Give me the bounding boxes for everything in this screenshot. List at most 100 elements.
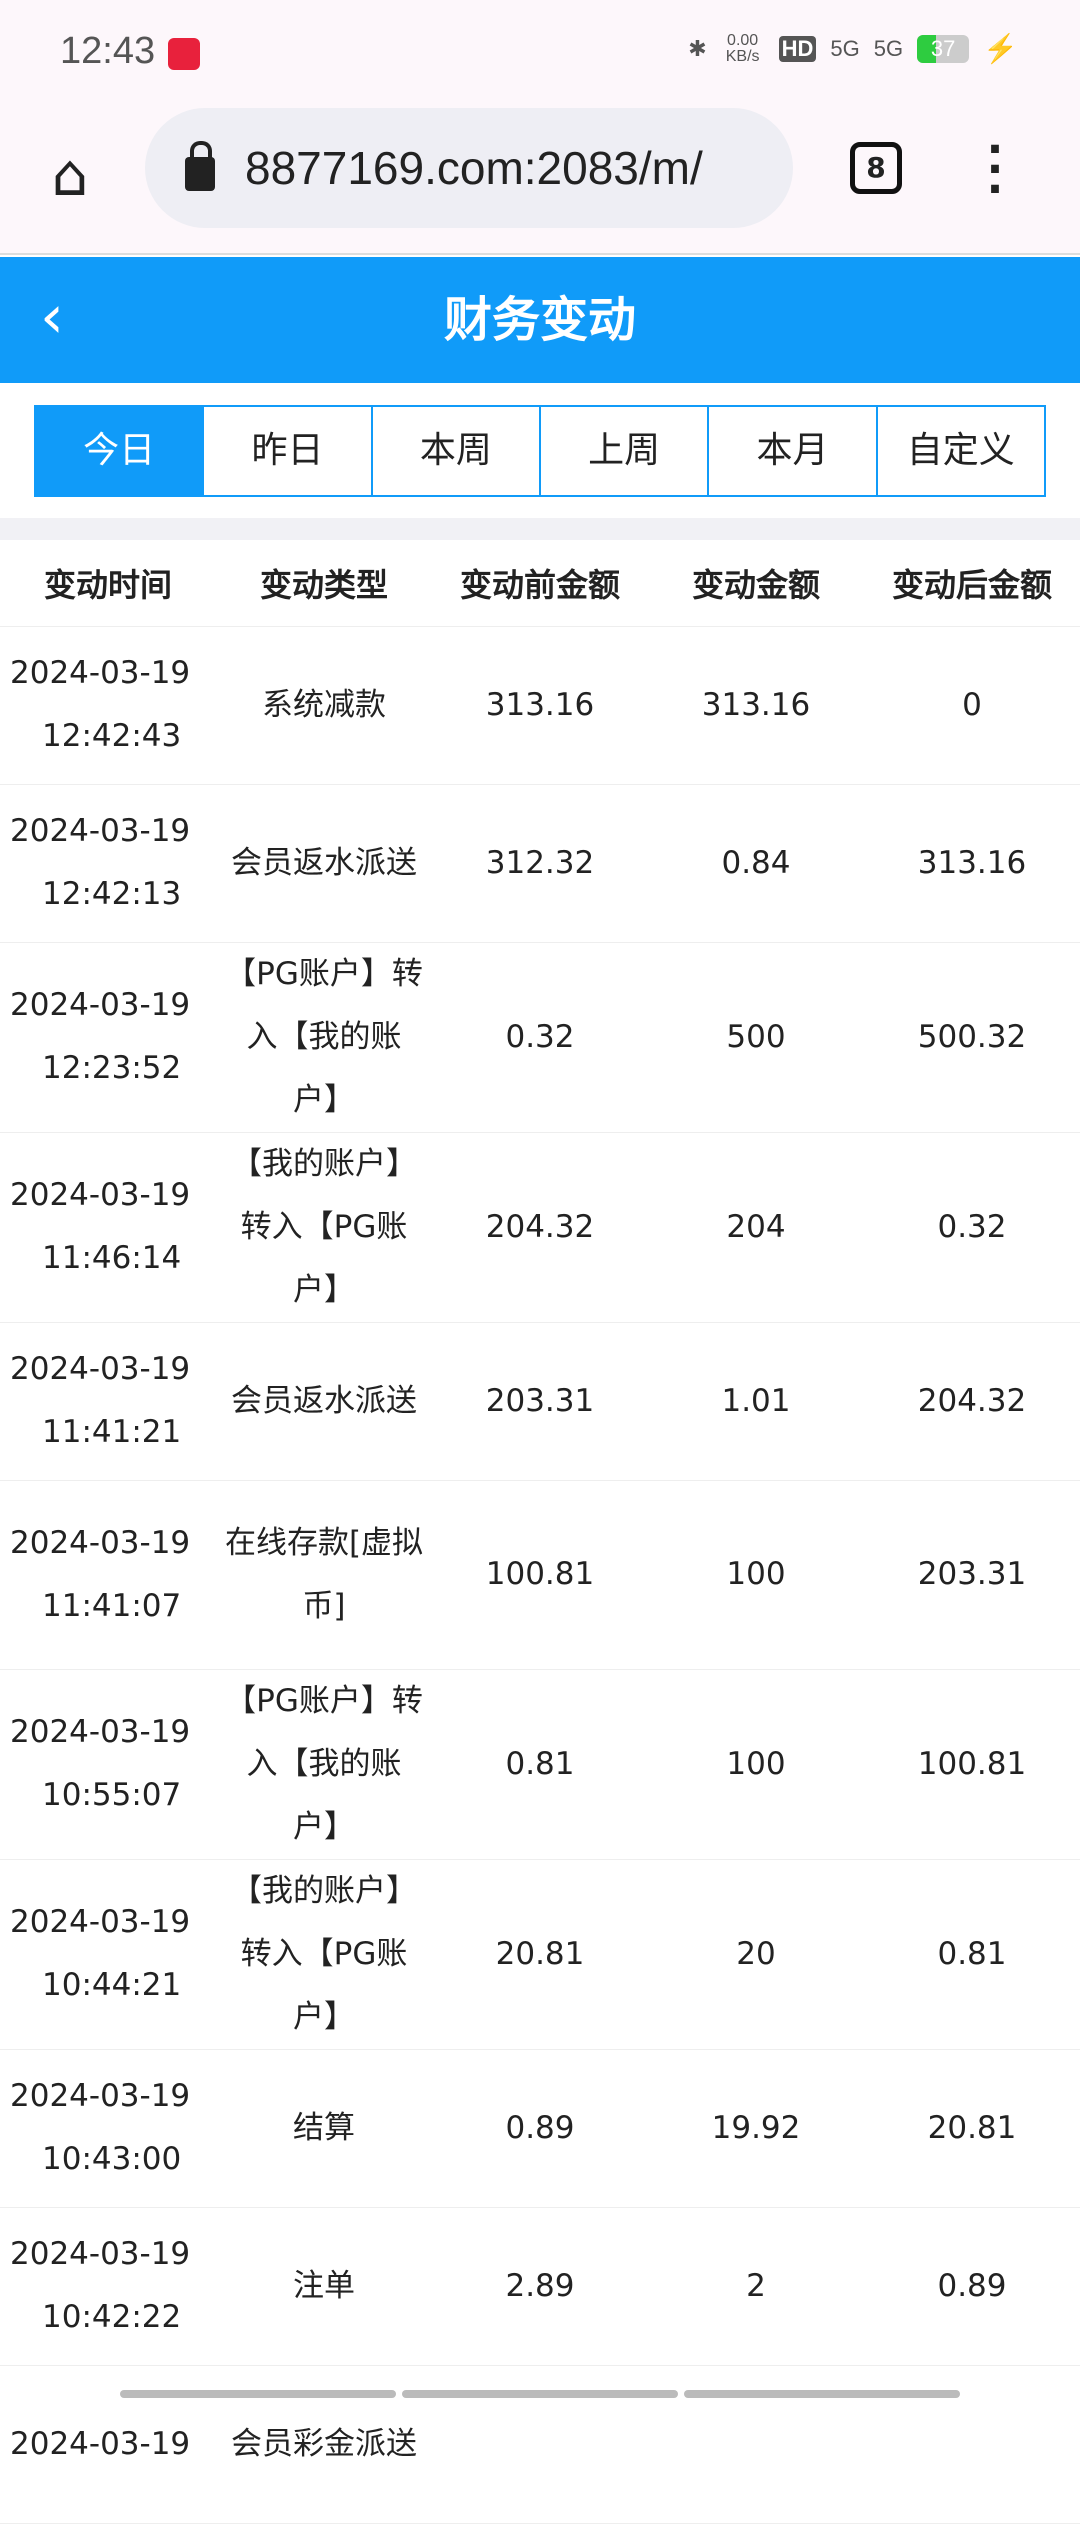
scrollbar[interactable] <box>120 2390 960 2398</box>
cell-before: 312.32 <box>432 784 648 943</box>
cell-before: 0.32 <box>432 942 648 1133</box>
cell-after: 0.81 <box>864 1859 1080 2050</box>
tab-custom[interactable]: 自定义 <box>875 407 1044 495</box>
time: 12:23:52 <box>42 1050 182 1086</box>
table-row: 2024-03-19 12:42:13 会员返水派送 312.32 0.84 313.16 <box>0 784 1080 943</box>
cell-before: 204.32 <box>432 1132 648 1323</box>
table-row: 2024-03-19 10:43:00 结算 0.89 19.92 20.81 <box>0 2049 1080 2208</box>
col-before: 变动前金额 <box>432 540 648 627</box>
cell-before: 0.89 <box>432 2049 648 2208</box>
cell-amount <box>648 2365 864 2524</box>
time: 11:41:07 <box>42 1587 182 1624</box>
cell-amount: 2 <box>648 2207 864 2366</box>
table-row: 2024-03-19 11:41:07 在线存款[虚拟币] 100.81 100 203.… <box>0 1480 1080 1670</box>
cell-before: 100.81 <box>432 1480 648 1670</box>
cell-after: 0.89 <box>864 2207 1080 2366</box>
table-row: 2024-03-19 12:23:52 【PG账户】转入【我的账户】 0.32 500 5… <box>0 942 1080 1133</box>
sim2-signal-icon: 5G <box>873 35 904 61</box>
cell-type: 注单 <box>216 2207 432 2366</box>
tab-last-week[interactable]: 上周 <box>538 407 707 495</box>
cell-after: 20.81 <box>864 2049 1080 2208</box>
bluetooth-icon: ✱ <box>688 35 707 61</box>
date: 2024-03-19 <box>10 1524 191 1561</box>
cell-type: 在线存款[虚拟币] <box>216 1480 432 1670</box>
date: 2024-03-19 <box>10 2236 191 2272</box>
cell-amount: 313.16 <box>648 626 864 785</box>
cell-amount: 20 <box>648 1859 864 2050</box>
cell-after: 0.32 <box>864 1132 1080 1323</box>
cell-type: 结算 <box>216 2049 432 2208</box>
cell-time: 2024-03-19 10:55:07 <box>0 1669 216 1860</box>
time: 10:55:07 <box>42 1777 182 1813</box>
cell-before: 203.31 <box>432 1322 648 1481</box>
table-row: 2024-03-19 11:46:14 【我的账户】转入【PG账户】 204.32 20… <box>0 1132 1080 1323</box>
app-header: ‹ 财务变动 <box>0 257 1080 383</box>
cell-after: 500.32 <box>864 942 1080 1133</box>
cell-time: 2024-03-19 10:43:00 <box>0 2049 216 2208</box>
col-after: 变动后金额 <box>864 540 1080 627</box>
table-row: 2024-03-19 11:41:21 会员返水派送 203.31 1.01 204.32 <box>0 1322 1080 1481</box>
cell-amount: 500 <box>648 942 864 1133</box>
cell-time: 2024-03-19 12:42:43 <box>0 626 216 785</box>
cell-after: 0 <box>864 626 1080 785</box>
cell-after: 204.32 <box>864 1322 1080 1481</box>
time: 12:42:13 <box>42 876 182 912</box>
hd-icon: HD <box>778 35 817 62</box>
cell-after: 203.31 <box>864 1480 1080 1670</box>
cell-type: 【PG账户】转入【我的账户】 <box>216 942 432 1133</box>
status-bar: 12:43 ✱ 0.00 KB/s HD 5G 5G 37 ⚡ <box>0 0 1080 100</box>
time: 10:44:21 <box>42 1967 182 2003</box>
cell-time: 2024-03-19 11:41:07 <box>0 1480 216 1670</box>
col-type: 变动类型 <box>216 540 432 627</box>
back-icon[interactable]: ‹ <box>40 282 64 352</box>
date: 2024-03-19 <box>10 655 191 691</box>
cell-time: 2024-03-19 11:46:14 <box>0 1132 216 1323</box>
tab-switcher-button[interactable]: 8 <box>850 142 902 194</box>
cell-type: 会员返水派送 <box>216 784 432 943</box>
time: 10:43:00 <box>42 2141 182 2177</box>
cell-amount: 19.92 <box>648 2049 864 2208</box>
time: 12:42:43 <box>42 718 182 754</box>
date: 2024-03-19 <box>10 2078 191 2114</box>
more-menu-icon[interactable]: · · · <box>986 124 1004 215</box>
tab-yesterday[interactable]: 昨日 <box>202 407 370 495</box>
table-row: 2024-03-19 10:55:07 【PG账户】转入【我的账户】 0.81 100 1… <box>0 1669 1080 1860</box>
url-text: 8877169.com:2083/m/ <box>245 142 703 194</box>
cell-before: 2.89 <box>432 2207 648 2366</box>
cell-after: 313.16 <box>864 784 1080 943</box>
cell-amount: 100 <box>648 1669 864 1860</box>
cell-amount: 0.84 <box>648 784 864 943</box>
cell-type: 会员彩金派送 <box>216 2365 432 2524</box>
cell-after <box>864 2365 1080 2524</box>
cell-type: 【我的账户】转入【PG账户】 <box>216 1859 432 2050</box>
table-row: 2024-03-19 10:44:21 【我的账户】转入【PG账户】 20.81 20 0… <box>0 1859 1080 2050</box>
tab-this-month[interactable]: 本月 <box>707 407 875 495</box>
tab-this-week[interactable]: 本周 <box>370 407 539 495</box>
cell-time: 2024-03-19 11:41:21 <box>0 1322 216 1481</box>
date: 2024-03-19 <box>10 1904 191 1940</box>
app-notification-icon <box>168 38 200 70</box>
address-bar[interactable]: 8877169.com:2083/m/ <box>145 108 793 228</box>
page-title: 财务变动 <box>443 292 636 348</box>
tab-today[interactable]: 今日 <box>36 407 203 495</box>
home-icon[interactable]: ⌂ <box>51 141 89 209</box>
divider <box>0 518 1080 540</box>
table-row: 2024-03-19 12:42:43 系统减款 313.16 313.16 0 <box>0 626 1080 785</box>
clock: 12:43 <box>60 30 156 72</box>
cell-before: 20.81 <box>432 1859 648 2050</box>
charging-icon: ⚡ <box>983 33 1018 64</box>
cell-before: 0.81 <box>432 1669 648 1860</box>
col-time: 变动时间 <box>0 540 216 627</box>
date: 2024-03-19 <box>10 1351 191 1387</box>
date: 2024-03-19 <box>10 1714 191 1750</box>
cell-amount: 204 <box>648 1132 864 1323</box>
cell-time: 2024-03-19 10:44:21 <box>0 1859 216 2050</box>
cell-time: 2024-03-19 10:42:22 <box>0 2207 216 2366</box>
cell-type: 【我的账户】转入【PG账户】 <box>216 1132 432 1323</box>
date: 2024-03-19 <box>10 1177 191 1213</box>
cell-time: 2024-03-19 12:42:13 <box>0 784 216 943</box>
date: 2024-03-19 <box>10 813 191 849</box>
time: 11:46:14 <box>42 1240 182 1276</box>
cell-type: 系统减款 <box>216 626 432 785</box>
cell-before: 313.16 <box>432 626 648 785</box>
